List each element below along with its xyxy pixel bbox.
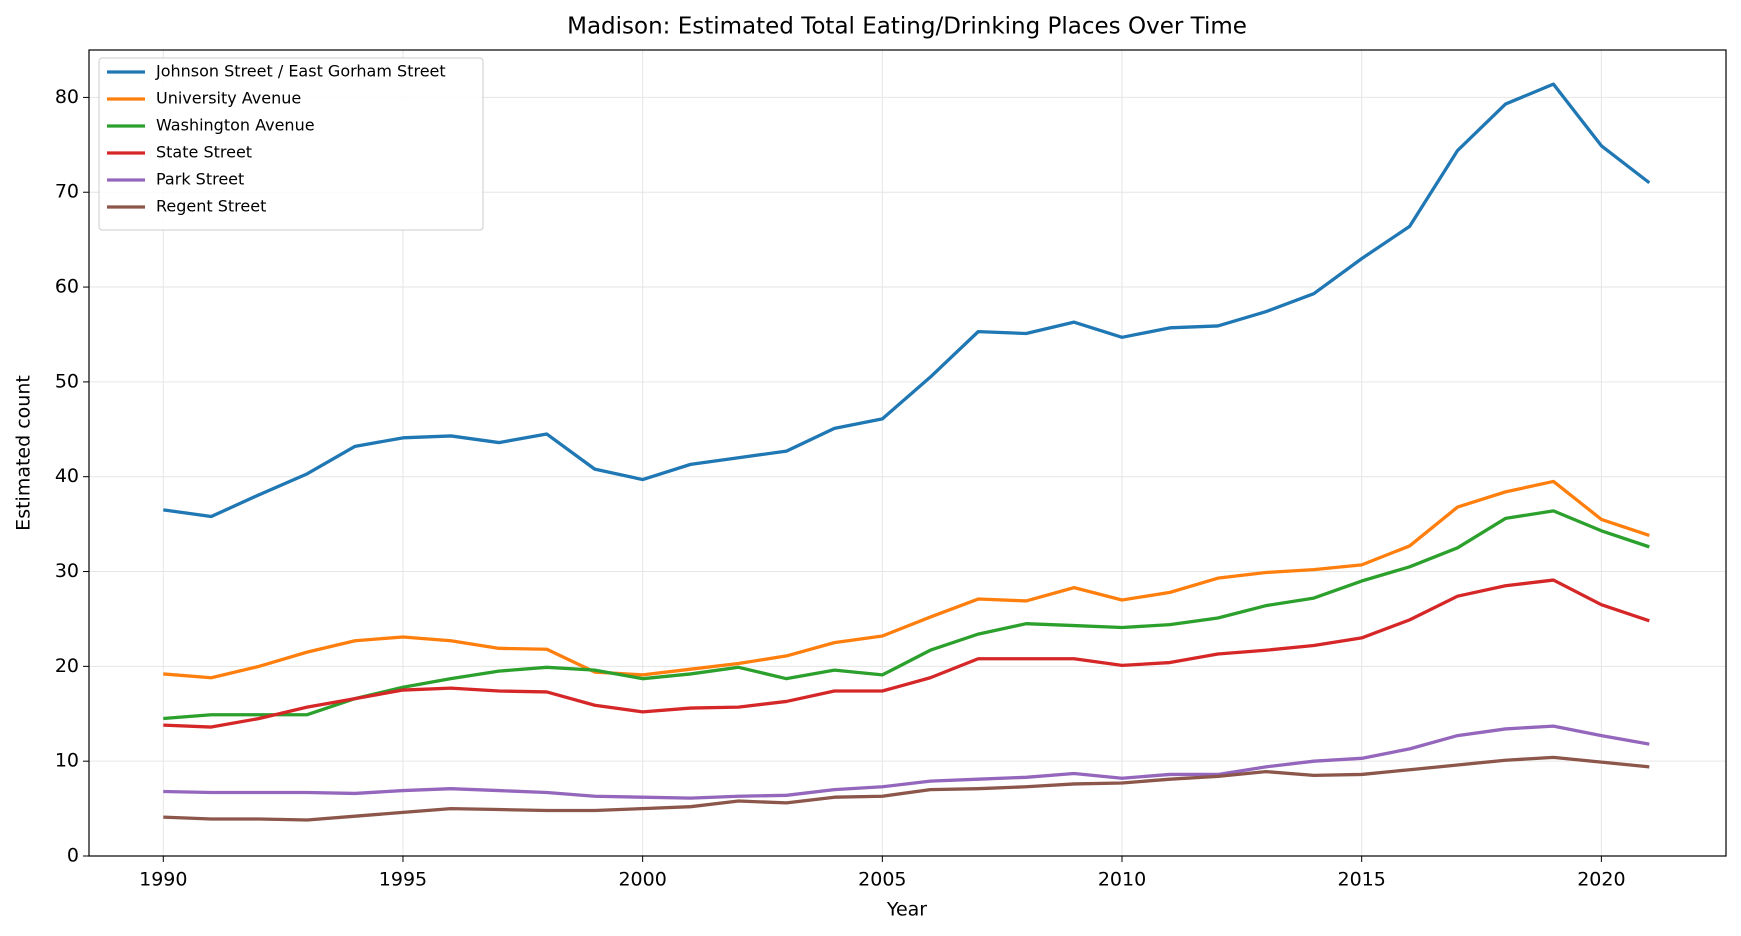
legend-label: Johnson Street / East Gorham Street	[155, 62, 446, 81]
series-line	[163, 724, 1650, 800]
series-line	[163, 578, 1650, 729]
legend-label: University Avenue	[156, 89, 301, 108]
y-tick-label: 80	[55, 86, 79, 108]
x-tick-label: 2005	[858, 869, 906, 891]
y-tick-label: 40	[55, 465, 79, 487]
series-line	[163, 82, 1651, 519]
x-axis-label: Year	[886, 899, 927, 921]
y-tick-label: 10	[55, 750, 79, 772]
chart-title: Madison: Estimated Total Eating/Drinking…	[567, 14, 1247, 40]
legend-label: Regent Street	[156, 197, 266, 216]
x-tick-label: 1995	[379, 869, 427, 891]
series-line	[163, 479, 1650, 680]
y-tick-label: 20	[55, 655, 79, 677]
legend-label: State Street	[156, 143, 252, 162]
y-axis-label: Estimated count	[13, 375, 35, 531]
x-tick-label: 2015	[1338, 869, 1386, 891]
x-tick-label: 1990	[139, 869, 187, 891]
legend-label: Park Street	[156, 170, 244, 189]
x-tick-label: 2000	[618, 869, 666, 891]
plot-frame	[88, 49, 1727, 857]
series-line	[163, 755, 1650, 822]
legend-label: Washington Avenue	[156, 116, 315, 135]
series-line	[163, 509, 1650, 721]
x-tick-label: 2010	[1098, 869, 1146, 891]
legend-box	[98, 57, 484, 231]
y-tick-label: 50	[55, 370, 79, 392]
x-tick-label: 2020	[1577, 869, 1625, 891]
y-tick-label: 60	[55, 276, 79, 298]
y-tick-label: 70	[55, 181, 79, 203]
y-tick-label: 30	[55, 560, 79, 582]
y-tick-label: 0	[67, 845, 79, 867]
